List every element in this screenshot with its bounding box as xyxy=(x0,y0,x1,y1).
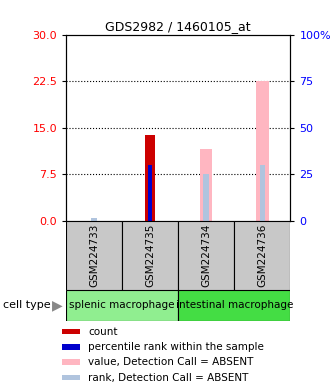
Text: value, Detection Call = ABSENT: value, Detection Call = ABSENT xyxy=(88,358,253,367)
Bar xyxy=(148,165,152,221)
Bar xyxy=(62,329,81,334)
Text: GSM224734: GSM224734 xyxy=(201,223,211,287)
Bar xyxy=(62,359,81,365)
Text: GSM224735: GSM224735 xyxy=(145,223,155,287)
Text: percentile rank within the sample: percentile rank within the sample xyxy=(88,342,264,352)
Bar xyxy=(178,290,290,321)
Bar xyxy=(66,221,122,290)
Bar xyxy=(178,221,234,290)
Text: splenic macrophage: splenic macrophage xyxy=(69,300,175,310)
Bar xyxy=(66,290,178,321)
Text: count: count xyxy=(88,327,117,337)
Bar xyxy=(145,135,155,221)
Bar xyxy=(62,375,81,380)
Bar xyxy=(200,149,213,221)
Bar xyxy=(91,218,97,221)
Bar xyxy=(122,221,178,290)
Bar xyxy=(203,174,209,221)
Bar xyxy=(62,344,81,349)
Bar xyxy=(234,221,290,290)
Text: ▶: ▶ xyxy=(52,298,63,312)
Text: cell type: cell type xyxy=(3,300,51,310)
Title: GDS2982 / 1460105_at: GDS2982 / 1460105_at xyxy=(105,20,251,33)
Bar xyxy=(256,81,269,221)
Text: GSM224736: GSM224736 xyxy=(257,223,267,287)
Text: GSM224733: GSM224733 xyxy=(89,223,99,287)
Text: rank, Detection Call = ABSENT: rank, Detection Call = ABSENT xyxy=(88,373,248,383)
Text: intestinal macrophage: intestinal macrophage xyxy=(176,300,293,310)
Bar xyxy=(260,165,265,221)
